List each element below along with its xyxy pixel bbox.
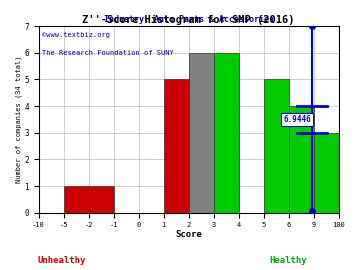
Text: 6.9446: 6.9446 — [283, 115, 311, 124]
Text: Unhealthy: Unhealthy — [37, 256, 85, 265]
Bar — [189, 53, 213, 213]
Text: Healthy: Healthy — [269, 256, 307, 265]
Bar — [213, 53, 239, 213]
Title: Z''-Score Histogram for SMP (2016): Z''-Score Histogram for SMP (2016) — [82, 15, 295, 25]
Bar — [164, 79, 189, 213]
Bar — [289, 106, 314, 213]
Text: Industry: Auto Parts & Accessories: Industry: Auto Parts & Accessories — [104, 15, 274, 24]
Text: ©www.textbiz.org: ©www.textbiz.org — [42, 32, 110, 38]
Bar — [264, 79, 289, 213]
X-axis label: Score: Score — [175, 230, 202, 239]
Bar — [64, 186, 114, 213]
Y-axis label: Number of companies (34 total): Number of companies (34 total) — [15, 56, 22, 183]
Bar — [314, 133, 339, 213]
Text: The Research Foundation of SUNY: The Research Foundation of SUNY — [42, 50, 174, 56]
